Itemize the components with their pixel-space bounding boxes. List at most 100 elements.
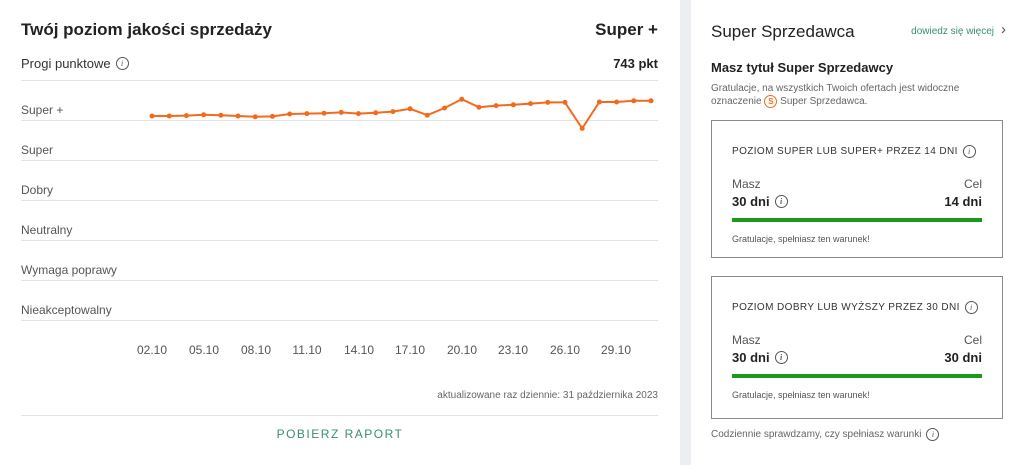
thresholds-label: Progi punktowe xyxy=(21,56,111,71)
condition-message: Gratulacje, spełniasz ten warunek! xyxy=(732,390,870,400)
data-point[interactable] xyxy=(373,110,379,116)
info-icon[interactable]: i xyxy=(774,195,788,208)
have-value-row: 30 dni i xyxy=(732,350,788,365)
data-point[interactable] xyxy=(390,109,396,115)
progress-bar xyxy=(732,374,982,378)
grid-line xyxy=(21,160,658,161)
grid-line xyxy=(21,120,658,121)
progress-bar xyxy=(732,218,982,222)
data-point[interactable] xyxy=(631,98,637,104)
grid-line xyxy=(21,80,658,81)
x-tick-label: 20.10 xyxy=(446,343,478,357)
data-point[interactable] xyxy=(596,99,602,105)
data-point[interactable] xyxy=(579,125,585,131)
level-label-super-plus: Super + xyxy=(21,103,64,117)
grid-line xyxy=(21,240,658,241)
data-point[interactable] xyxy=(510,102,516,108)
condition-title: POZIOM DOBRY LUB WYŻSZY PRZEZ 30 DNI i xyxy=(732,301,978,314)
have-label: Masz xyxy=(732,177,761,191)
x-tick-label: 17.10 xyxy=(394,343,426,357)
progress-bar-fill xyxy=(732,218,982,222)
goal-label: Cel xyxy=(963,177,982,191)
x-tick-label: 29.10 xyxy=(600,343,632,357)
current-level: Super + xyxy=(595,20,658,39)
footer-text: Codziennie sprawdzamy, czy spełniasz war… xyxy=(711,429,922,440)
points-value: 743 pkt xyxy=(613,56,658,71)
data-point[interactable] xyxy=(183,113,189,119)
description-text: Gratulacje, na wszystkich Twoich ofertac… xyxy=(711,83,960,108)
super-seller-card: Super Sprzedawca dowiedz się więcej › Ma… xyxy=(691,0,1024,465)
data-point[interactable] xyxy=(459,96,465,102)
condition-title-text: POZIOM DOBRY LUB WYŻSZY PRZEZ 30 DNI xyxy=(732,302,960,313)
condition-message: Gratulacje, spełniasz ten warunek! xyxy=(732,234,870,244)
info-icon[interactable]: i xyxy=(926,428,940,441)
series-line xyxy=(152,98,651,131)
chevron-right-icon[interactable]: › xyxy=(1001,21,1006,38)
data-point[interactable] xyxy=(166,113,172,119)
grid-line xyxy=(21,280,658,281)
x-tick-label: 02.10 xyxy=(136,343,168,357)
quality-line-chart xyxy=(149,96,654,131)
data-point[interactable] xyxy=(648,98,654,104)
data-point[interactable] xyxy=(442,105,448,111)
sales-quality-title: Twój poziom jakości sprzedaży xyxy=(21,20,272,39)
goal-value: 14 dni xyxy=(944,194,982,209)
condition-box: POZIOM DOBRY LUB WYŻSZY PRZEZ 30 DNI i M… xyxy=(711,276,1003,419)
data-point[interactable] xyxy=(545,99,551,105)
data-point[interactable] xyxy=(304,111,310,117)
have-value: 30 dni xyxy=(732,194,770,209)
super-seller-title: Super Sprzedawca xyxy=(711,22,855,41)
x-tick-label: 26.10 xyxy=(549,343,581,357)
progress-bar-fill xyxy=(732,374,982,378)
data-point[interactable] xyxy=(201,112,207,118)
description-text-end: Super Sprzedawca. xyxy=(780,96,868,108)
level-label-wymaga-poprawy: Wymaga poprawy xyxy=(21,263,117,277)
divider xyxy=(21,415,658,416)
data-point[interactable] xyxy=(614,99,620,105)
download-report-button[interactable]: POBIERZ RAPORT xyxy=(276,427,404,441)
x-tick-label: 08.10 xyxy=(240,343,272,357)
data-point[interactable] xyxy=(252,114,258,120)
info-icon[interactable]: i xyxy=(115,57,129,70)
thresholds-label-row: Progi punktowe i xyxy=(21,56,129,71)
have-label: Masz xyxy=(732,333,761,347)
update-note: aktualizowane raz dziennie: 31 październ… xyxy=(437,390,658,401)
level-label-dobry: Dobry xyxy=(21,183,54,197)
level-label-neutralny: Neutralny xyxy=(21,223,73,237)
footer-note: Codziennie sprawdzamy, czy spełniasz war… xyxy=(711,428,940,441)
data-point[interactable] xyxy=(493,103,499,109)
have-value-row: 30 dni i xyxy=(732,194,788,209)
data-point[interactable] xyxy=(407,106,413,112)
data-point[interactable] xyxy=(235,113,241,119)
data-point[interactable] xyxy=(424,112,430,118)
x-tick-label: 23.10 xyxy=(497,343,529,357)
data-point[interactable] xyxy=(287,111,293,117)
data-point[interactable] xyxy=(355,111,361,117)
info-icon[interactable]: i xyxy=(774,351,788,364)
x-tick-label: 05.10 xyxy=(188,343,220,357)
data-point[interactable] xyxy=(528,101,534,107)
info-icon[interactable]: i xyxy=(964,301,978,314)
info-icon[interactable]: i xyxy=(962,145,976,158)
condition-box: POZIOM SUPER LUB SUPER+ PRZEZ 14 DNI i M… xyxy=(711,120,1003,258)
data-point[interactable] xyxy=(218,112,224,118)
learn-more-link[interactable]: dowiedz się więcej xyxy=(911,26,994,37)
goal-label: Cel xyxy=(963,333,982,347)
goal-value: 30 dni xyxy=(944,350,982,365)
data-point[interactable] xyxy=(269,113,275,119)
grid-line xyxy=(21,320,658,321)
condition-title-text: POZIOM SUPER LUB SUPER+ PRZEZ 14 DNI xyxy=(732,146,958,157)
data-point[interactable] xyxy=(321,110,327,116)
level-label-super: Super xyxy=(21,143,54,157)
super-seller-badge-icon: S xyxy=(764,95,778,108)
x-tick-label: 14.10 xyxy=(343,343,375,357)
data-point[interactable] xyxy=(149,113,155,119)
have-value: 30 dni xyxy=(732,350,770,365)
super-seller-description: Gratulacje, na wszystkich Twoich ofertac… xyxy=(711,82,991,108)
super-seller-subtitle: Masz tytuł Super Sprzedawcy xyxy=(711,60,894,75)
data-point[interactable] xyxy=(562,99,568,105)
level-label-nieakceptowalny: Nieakceptowalny xyxy=(21,303,112,317)
data-point[interactable] xyxy=(476,104,482,110)
data-point[interactable] xyxy=(338,109,344,115)
sales-quality-card: Twój poziom jakości sprzedaży Super + Pr… xyxy=(0,0,680,465)
